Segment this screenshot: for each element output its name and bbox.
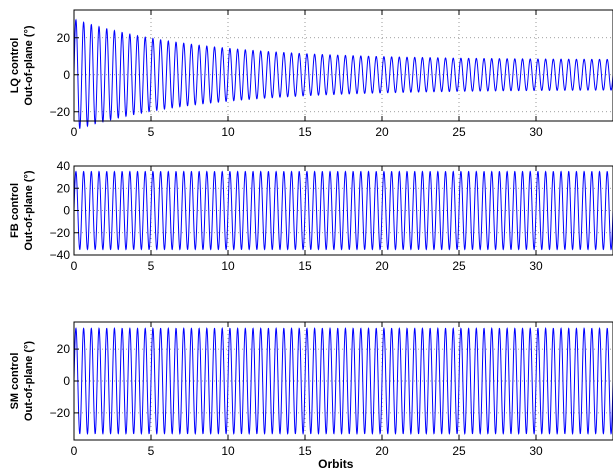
y-tick-label: −40: [50, 248, 71, 262]
x-tick-label: 10: [221, 259, 235, 273]
x-tick-label: 25: [452, 259, 466, 273]
x-tick-label: 10: [221, 125, 235, 139]
y-tick-label: 20: [57, 181, 71, 195]
x-tick-label: 0: [71, 125, 78, 139]
x-tick-label: 30: [529, 125, 543, 139]
x-tick-label: 20: [375, 259, 389, 273]
y-tick-label: −20: [50, 105, 71, 119]
x-tick-label: 5: [148, 444, 155, 458]
series-line: [73, 170, 613, 251]
axis-ticks: [73, 165, 537, 256]
series-lines: [73, 18, 613, 129]
y-tick-label: 20: [57, 31, 71, 45]
y-axis-label-method: SM control: [9, 353, 21, 410]
tick-labels: 0 5 10 15 20 25 30 −20 0 20: [50, 342, 543, 458]
x-tick-label: 25: [452, 444, 466, 458]
x-tick-label: 30: [529, 259, 543, 273]
x-tick-label: 0: [71, 259, 78, 273]
y-tick-label: 0: [63, 68, 70, 82]
x-tick-label: 15: [298, 125, 312, 139]
series-lines: [73, 326, 613, 436]
y-tick-label: 0: [63, 374, 70, 388]
x-tick-label: 10: [221, 444, 235, 458]
y-tick-label: 40: [57, 159, 71, 173]
x-tick-label: 30: [529, 444, 543, 458]
y-tick-label: 20: [57, 342, 71, 356]
y-tick-label: −20: [50, 226, 71, 240]
x-tick-label: 5: [148, 259, 155, 273]
axis-ticks: [73, 10, 537, 121]
y-axis-label-method: LQ control: [9, 38, 21, 94]
x-tick-label: 15: [298, 444, 312, 458]
x-tick-label: 15: [298, 259, 312, 273]
y-axis-label-quantity: Out-of-plane (°): [23, 170, 35, 250]
y-axis-label-quantity: Out-of-plane (°): [23, 341, 35, 421]
axis-ticks: [73, 322, 537, 440]
y-axis-label-quantity: Out-of-plane (°): [23, 25, 35, 105]
x-tick-label: 25: [452, 125, 466, 139]
tick-labels: 0 5 10 15 20 25 30 −40 −20 0 20 40: [50, 159, 543, 273]
x-tick-label: 0: [71, 444, 78, 458]
panel-sm-control: 0 5 10 15 20 25 30 −20 0 20 SM control Out-of-pla…: [9, 321, 613, 470]
x-tick-label: 20: [375, 444, 389, 458]
plot-frame: [73, 9, 613, 122]
series-line: [73, 326, 613, 436]
x-tick-label: 5: [148, 125, 155, 139]
y-axis-label-method: FB control: [9, 183, 21, 238]
series-line: [73, 18, 613, 129]
series-lines: [73, 170, 613, 251]
x-axis-label: Orbits: [318, 457, 354, 470]
x-tick-label: 20: [375, 125, 389, 139]
y-tick-label: −20: [50, 406, 71, 420]
grid-lines: [74, 10, 613, 121]
y-tick-label: 0: [63, 204, 70, 218]
panel-fb-control: 0 5 10 15 20 25 30 −40 −20 0 20 40 FB control Out-o…: [9, 159, 613, 273]
